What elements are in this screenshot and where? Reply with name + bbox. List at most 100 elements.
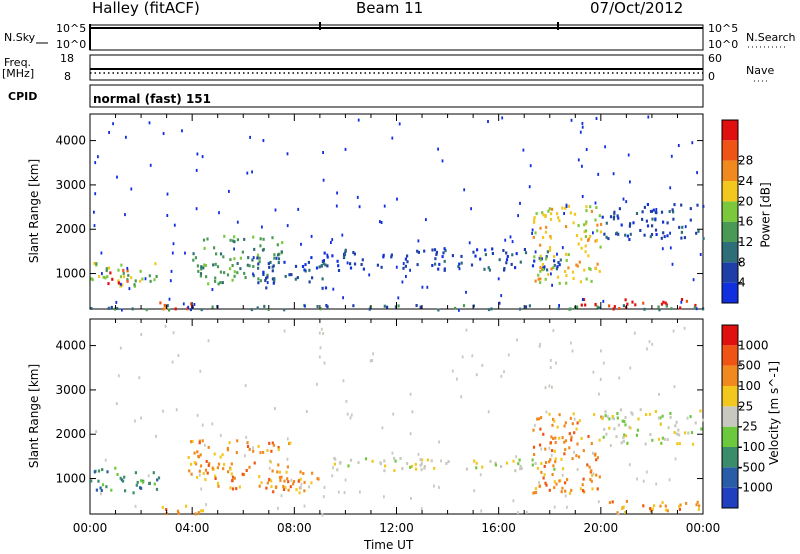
echo-cell: [539, 277, 542, 281]
echo-cell: [383, 495, 385, 499]
echo-cell: [147, 474, 150, 478]
echo-cell: [197, 511, 200, 515]
echo-cell: [534, 250, 537, 254]
echo-cell: [126, 269, 129, 273]
echo-cell: [565, 203, 568, 207]
nsky-label: N.Sky: [4, 31, 36, 44]
echo-cell: [222, 255, 225, 259]
echo-cell: [110, 305, 113, 309]
echo-cell: [475, 373, 478, 377]
echo-cell: [392, 412, 395, 416]
echo-cell: [566, 505, 568, 509]
echo-cell: [545, 410, 548, 414]
echo-cell: [383, 304, 386, 308]
echo-cell: [592, 231, 594, 235]
echo-cell: [275, 256, 278, 260]
echo-cell: [336, 468, 339, 472]
echo-cell: [391, 136, 394, 140]
colorbar-tick-label: 1000: [738, 338, 769, 352]
echo-cell: [550, 272, 552, 276]
echo-cell: [205, 275, 208, 279]
echo-cell: [584, 244, 587, 248]
echo-cell: [542, 432, 545, 436]
echo-cell: [556, 252, 558, 256]
echo-cell: [620, 223, 623, 227]
echo-cell: [531, 463, 534, 467]
echo-cell: [583, 268, 586, 272]
echo-cell: [198, 441, 201, 445]
echo-cell: [95, 488, 98, 492]
echo-cell: [199, 453, 202, 457]
echo-cell: [228, 441, 231, 445]
echo-cell: [140, 486, 143, 490]
echo-cell: [399, 457, 402, 460]
echo-cell: [323, 485, 326, 489]
echo-cell: [190, 302, 193, 306]
echo-cell: [303, 504, 306, 508]
echo-cell: [200, 308, 203, 312]
echo-cell: [391, 451, 394, 455]
echo-cell: [624, 233, 627, 237]
echo-cell: [558, 281, 561, 285]
echo-cell: [221, 453, 224, 457]
echo-cell: [698, 504, 701, 508]
echo-cell: [506, 255, 509, 258]
echo-cell: [203, 246, 206, 250]
echo-cell: [537, 277, 540, 281]
echo-cell: [534, 462, 537, 465]
echo-cell: [350, 413, 353, 417]
echo-cell: [445, 462, 448, 465]
echo-cell: [564, 206, 567, 210]
echo-region: [532, 412, 603, 495]
echo-cell: [533, 259, 536, 263]
power-colorbar: 4 8 12 16 20 24 28: [721, 119, 753, 304]
echo-cell: [622, 197, 625, 201]
echo-cell: [625, 499, 628, 503]
echo-cell: [214, 262, 217, 266]
echo-cell: [635, 433, 638, 437]
echo-cell: [500, 374, 503, 378]
echo-cell: [249, 135, 251, 139]
echo-cell: [591, 487, 594, 491]
echo-cell: [233, 247, 235, 251]
echo-cell: [658, 392, 660, 396]
echo-cell: [678, 504, 681, 508]
xtick-label: 08:00: [277, 521, 312, 535]
echo-cell: [672, 329, 675, 333]
echo-cell: [311, 471, 314, 475]
echo-cell: [603, 232, 606, 236]
echo-cell: [595, 473, 598, 477]
echo-cell: [658, 308, 661, 312]
echo-cell: [211, 466, 214, 470]
echo-cell: [297, 479, 300, 483]
echo-cell: [144, 277, 147, 281]
echo-cell: [134, 419, 136, 423]
echo-cell: [343, 255, 346, 258]
echo-cell: [381, 426, 384, 430]
echo-cell: [231, 479, 234, 483]
echo-cell: [402, 262, 405, 265]
echo-cell: [514, 266, 517, 270]
echo-cell: [438, 440, 440, 444]
echo-cell: [472, 304, 475, 308]
echo-cell: [383, 204, 386, 208]
echo-cell: [353, 252, 356, 256]
echo-cell: [335, 204, 338, 208]
echo-cell: [128, 287, 131, 291]
echo-cell: [356, 195, 359, 199]
echo-cell: [203, 263, 206, 267]
echo-cell: [238, 485, 241, 489]
echo-cell: [673, 203, 676, 207]
echo-cell: [565, 274, 568, 278]
echo-cell: [219, 433, 222, 437]
echo-cell: [639, 229, 642, 232]
ytick-label: 4000: [55, 339, 86, 353]
echo-cell: [396, 197, 398, 201]
echo-cell: [572, 221, 575, 225]
echo-cell: [602, 435, 605, 439]
echo-cell: [258, 260, 261, 264]
echo-cell: [219, 281, 222, 284]
echo-cell: [311, 276, 314, 280]
echo-cell: [324, 286, 328, 290]
echo-cell: [277, 446, 280, 449]
